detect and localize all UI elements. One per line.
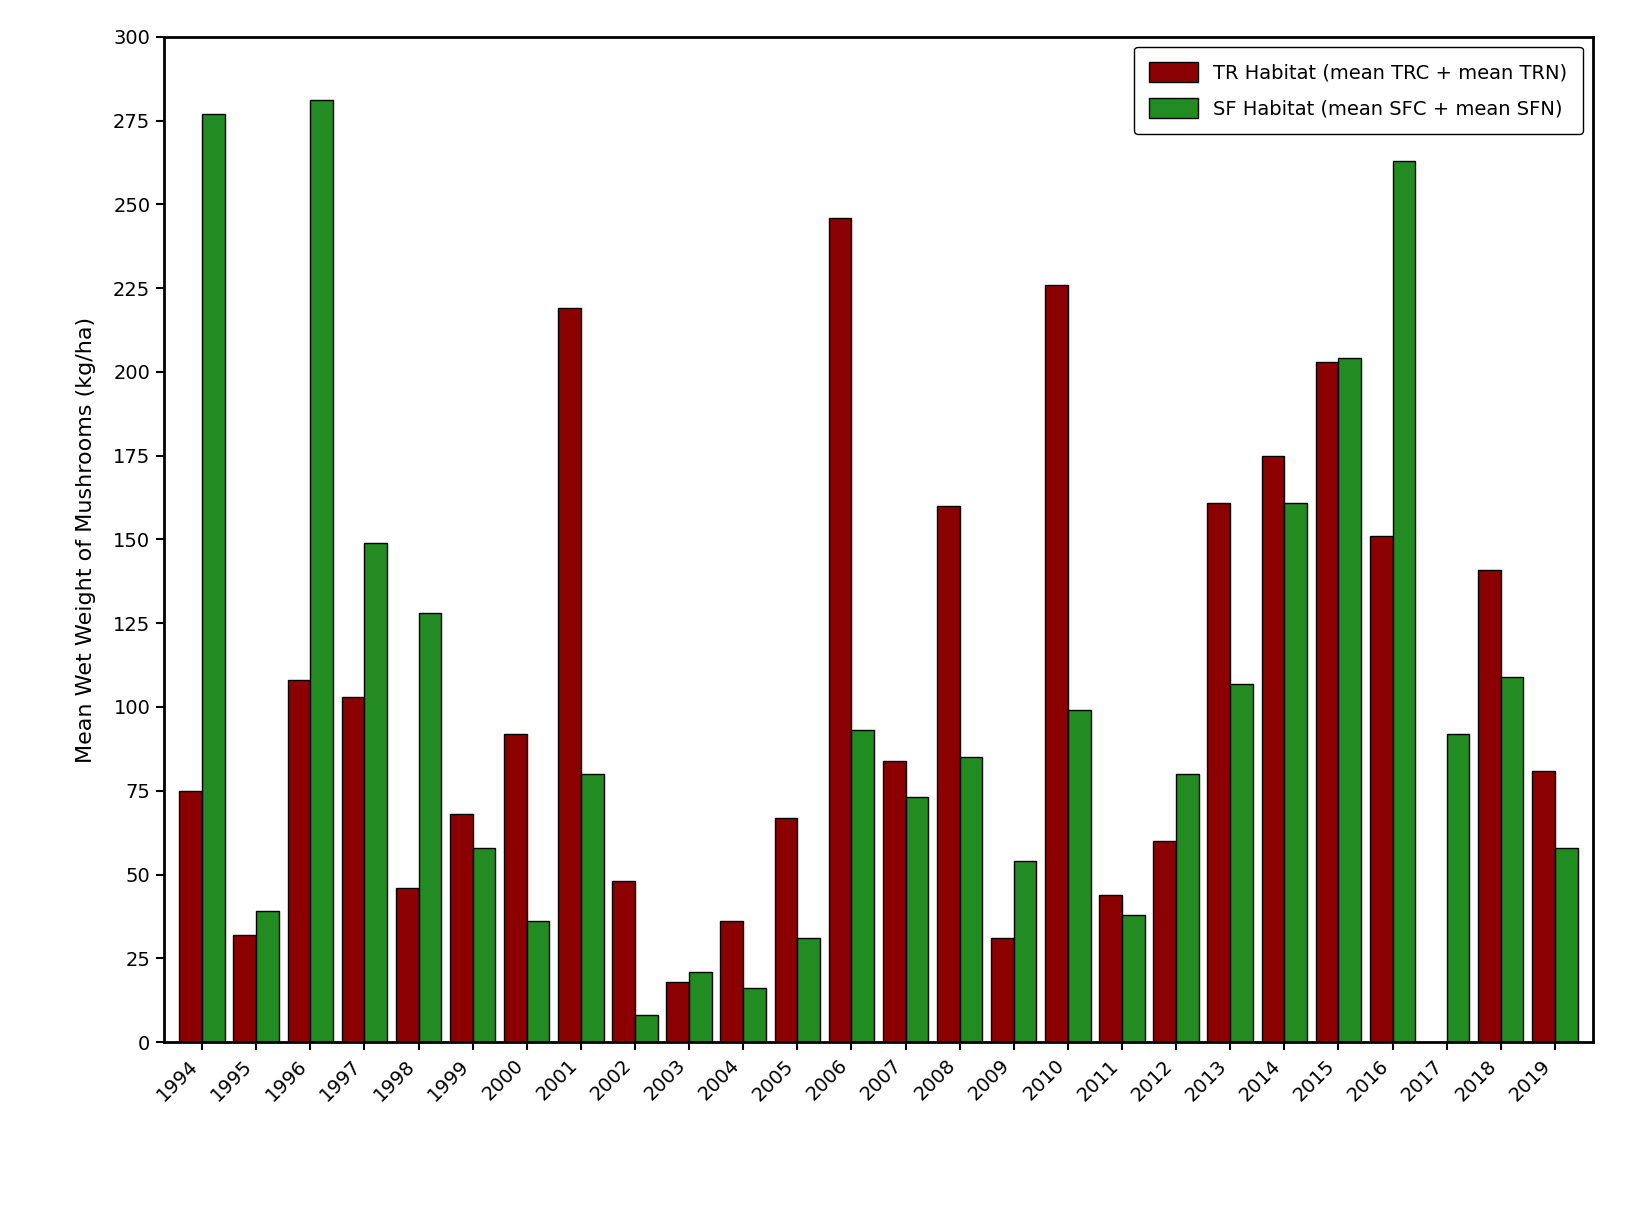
Bar [1067,710,1090,1042]
Bar [992,938,1013,1042]
Bar [419,613,442,1042]
Bar [365,543,388,1042]
Bar [1121,915,1144,1042]
Bar [504,734,527,1042]
Bar [1176,774,1199,1042]
Bar [581,774,604,1042]
Bar [527,922,550,1042]
Legend: TR Habitat (mean TRC + mean TRN), SF Habitat (mean SFC + mean SFN): TR Habitat (mean TRC + mean TRN), SF Hab… [1133,47,1583,134]
Bar [905,797,928,1042]
Bar [1338,358,1361,1042]
Bar [1532,771,1555,1042]
Bar [287,680,310,1042]
Bar [558,308,581,1042]
Bar [635,1015,658,1042]
Bar [690,972,713,1042]
Bar [775,818,798,1042]
Bar [310,101,333,1042]
Bar [1098,895,1121,1042]
Bar [938,506,959,1042]
Bar [959,758,982,1042]
Bar [1447,734,1470,1042]
Bar [396,888,419,1042]
Bar [233,935,256,1042]
Bar [721,922,744,1042]
Bar [744,988,765,1042]
Bar [1153,841,1176,1042]
Bar [342,696,365,1042]
Bar [1501,677,1524,1042]
Bar [202,114,225,1042]
Bar [179,791,202,1042]
Bar [1013,861,1036,1042]
Bar [1230,684,1253,1042]
Bar [883,760,905,1042]
Bar [1369,536,1392,1042]
Bar [1555,847,1578,1042]
Bar [1478,570,1501,1042]
Bar [1315,362,1338,1042]
Bar [612,881,635,1042]
Bar [473,847,496,1042]
Bar [852,731,874,1042]
Bar [1261,456,1284,1042]
Bar [1044,284,1067,1042]
Bar [829,218,852,1042]
Bar [450,814,473,1042]
Bar [1284,503,1307,1042]
Y-axis label: Mean Wet Weight of Mushrooms (kg/ha): Mean Wet Weight of Mushrooms (kg/ha) [77,316,97,763]
Bar [667,982,690,1042]
Bar [256,911,279,1042]
Bar [1207,503,1230,1042]
Bar [1392,161,1415,1042]
Bar [798,938,819,1042]
